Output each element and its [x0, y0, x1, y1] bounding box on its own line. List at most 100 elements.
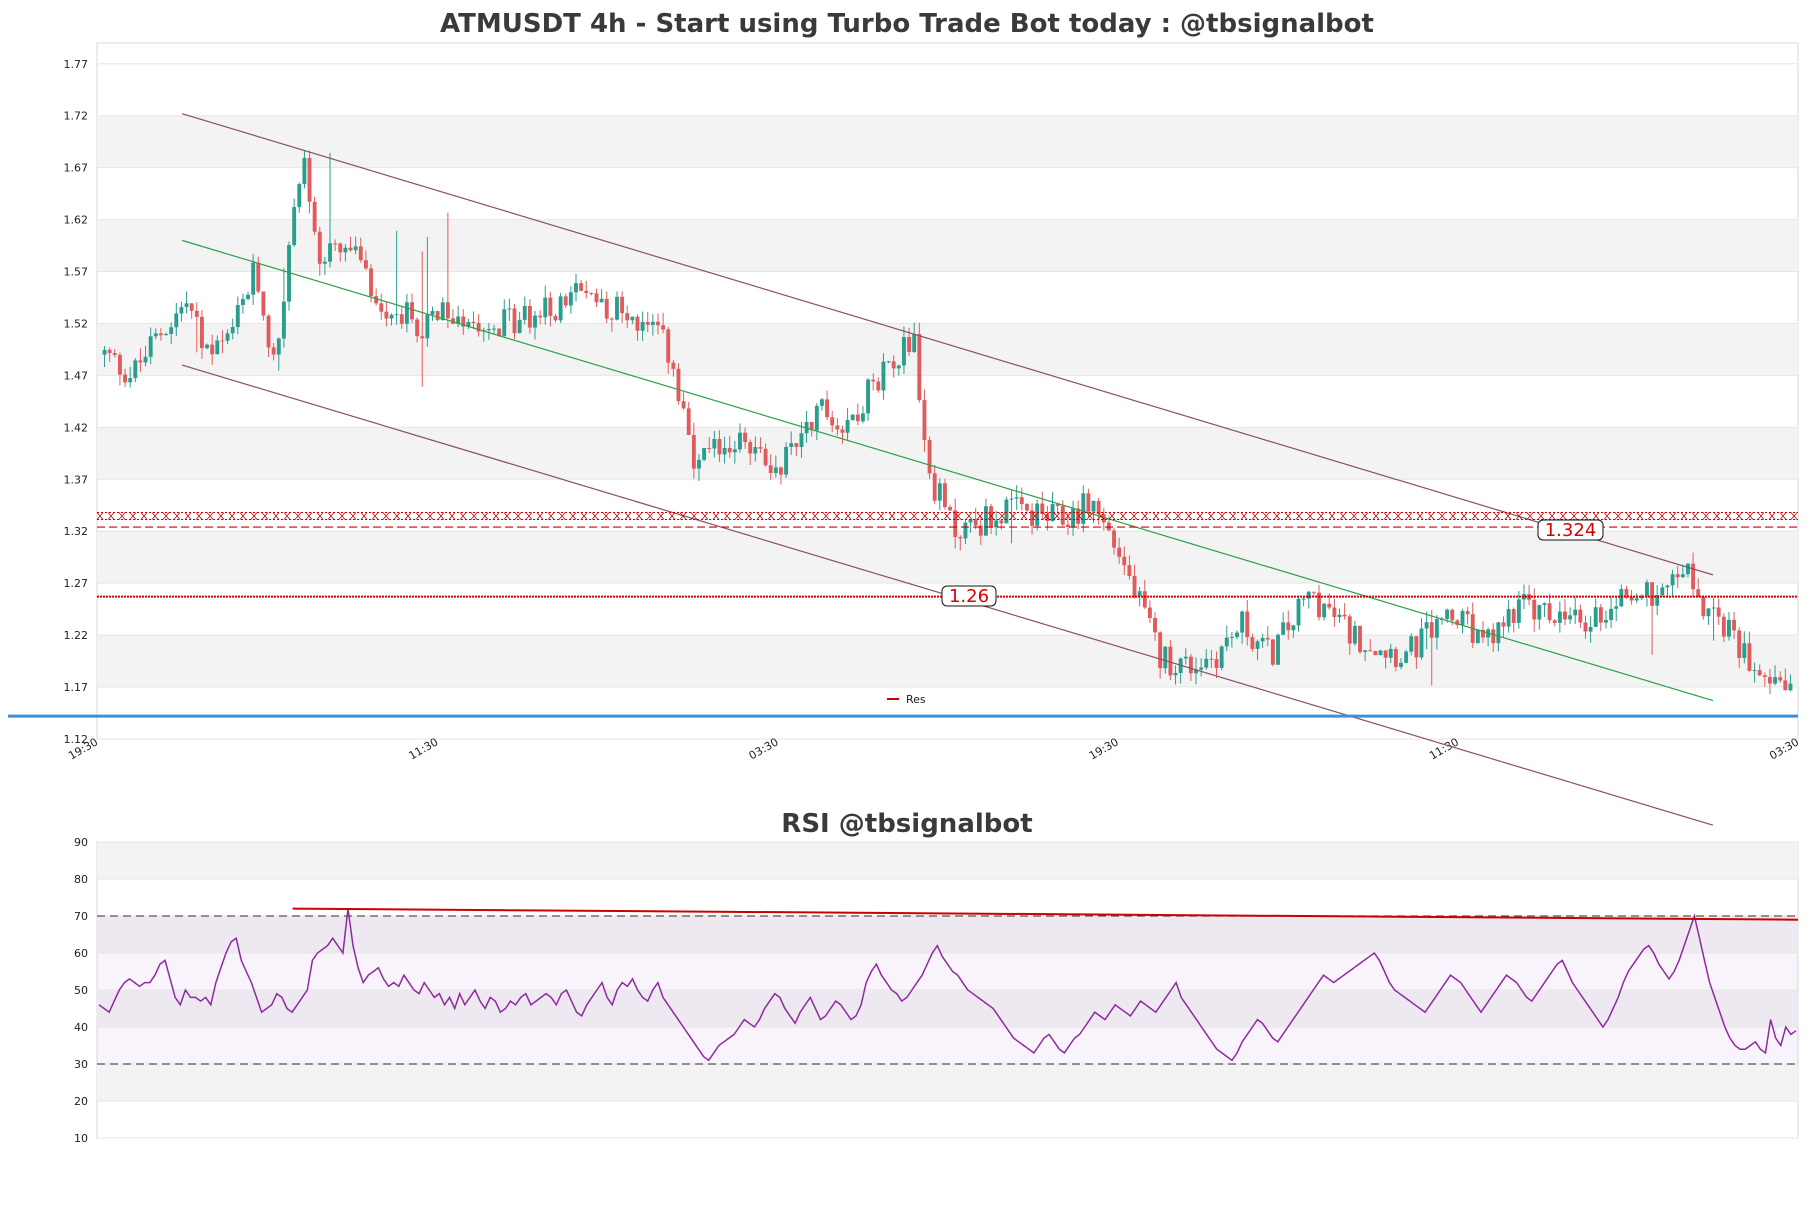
candle-body — [789, 443, 794, 447]
resistance-hatch — [1438, 512, 1446, 520]
candle-body — [1501, 622, 1506, 627]
candle-body — [1721, 616, 1726, 637]
candle-body — [435, 311, 440, 321]
candle-body — [763, 448, 768, 466]
candle-body — [953, 510, 958, 538]
candle-body — [1747, 643, 1752, 671]
candle-body — [1270, 639, 1275, 665]
resistance-hatch — [1537, 512, 1545, 520]
rsi-y-tick-label: 50 — [74, 984, 88, 997]
resistance-hatch — [1372, 512, 1380, 520]
resistance-hatch — [1218, 512, 1226, 520]
price-y-tick-label: 1.32 — [64, 525, 89, 538]
candle-body — [968, 519, 973, 523]
resistance-hatch — [1317, 512, 1325, 520]
candle-body — [645, 321, 650, 325]
candle-body — [256, 262, 261, 292]
candle-body — [840, 429, 845, 433]
candle-body — [128, 378, 133, 383]
channel-middle-line — [181, 239, 1714, 702]
resistance-hatch — [1020, 512, 1028, 520]
candle-body — [1424, 622, 1429, 629]
candle-body — [1737, 630, 1742, 658]
price-y-tick-label: 1.52 — [64, 317, 89, 330]
price-grid-band — [97, 115, 1798, 168]
candle-body — [1250, 637, 1255, 649]
resistance-hatch — [1559, 512, 1567, 520]
candle-body — [445, 302, 450, 319]
resistance-hatch — [976, 512, 984, 520]
candle-body — [1055, 504, 1060, 506]
candle-body — [574, 283, 578, 293]
candle-body — [917, 334, 922, 401]
candle-body — [1388, 648, 1393, 658]
candle-body — [1358, 625, 1362, 652]
resistance-hatch — [404, 512, 412, 520]
resistance-hatch — [943, 512, 951, 520]
candle-body — [1691, 563, 1696, 590]
candle-body — [1065, 524, 1070, 527]
candle-body — [1742, 643, 1747, 658]
candle-body — [1168, 646, 1173, 676]
candle-body — [635, 316, 640, 331]
price-chart-title: ATMUSDT 4h - Start using Turbo Trade Bot… — [440, 9, 1374, 39]
candle-body — [1229, 637, 1234, 639]
candle-body — [240, 298, 245, 306]
candle-body — [1419, 628, 1424, 658]
resistance-hatch — [459, 512, 467, 520]
resistance-hatch — [899, 512, 907, 520]
candle-body — [1573, 609, 1578, 616]
resistance-hatch — [1174, 512, 1182, 520]
resistance-hatch — [1416, 512, 1424, 520]
candle-body — [794, 443, 799, 447]
resistance-hatch — [129, 512, 137, 520]
resistance-hatch — [338, 512, 346, 520]
candle-body — [1773, 677, 1778, 684]
candle-body — [117, 354, 122, 375]
resistance-hatch — [1152, 512, 1160, 520]
candle-body — [1629, 597, 1634, 601]
resistance-hatch — [228, 512, 236, 520]
rsi-grid-band — [97, 842, 1798, 879]
candle-body — [1583, 622, 1588, 632]
resistance-hatch — [184, 512, 192, 520]
resistance-hatch — [547, 512, 555, 520]
resistance-hatch — [1130, 512, 1138, 520]
candle-body — [814, 405, 819, 431]
candle-body — [158, 333, 163, 336]
candle-body — [1752, 670, 1757, 672]
candle-body — [589, 292, 594, 294]
resistance-hatch — [954, 512, 962, 520]
candle-body — [1634, 598, 1639, 601]
resistance-hatch — [569, 512, 577, 520]
candle-body — [379, 303, 384, 312]
candle-body — [225, 333, 230, 341]
price-y-tick-label: 1.67 — [64, 162, 89, 175]
resistance-hatch — [1009, 512, 1017, 520]
candle-body — [1732, 619, 1737, 631]
candle-body — [338, 243, 343, 253]
candle-body — [1009, 498, 1014, 500]
candle-body — [1368, 650, 1373, 652]
resistance-hatch — [1647, 512, 1655, 520]
candle-body — [533, 315, 537, 328]
rsi-chart-title: RSI @tbsignalbot — [781, 809, 1032, 839]
candle-body — [1450, 609, 1455, 621]
candle-body — [440, 302, 445, 321]
candle-body — [1245, 611, 1250, 638]
rsi-trend-line — [292, 907, 1799, 921]
rsi-y-tick-label: 90 — [74, 836, 88, 849]
candle-body — [625, 313, 630, 321]
candle-body — [425, 314, 430, 339]
resistance-hatch — [1680, 512, 1688, 520]
candle-body — [1327, 603, 1332, 608]
resistance-hatch — [1350, 512, 1358, 520]
candle-body — [1383, 650, 1388, 658]
support-level-label: 1.26 — [949, 586, 989, 607]
candle-body — [297, 184, 302, 208]
candle-body — [302, 157, 307, 185]
resistance-hatch — [1658, 512, 1666, 520]
candle-body — [404, 302, 409, 324]
resistance-hatch — [1614, 512, 1622, 520]
candle-body — [107, 349, 112, 354]
